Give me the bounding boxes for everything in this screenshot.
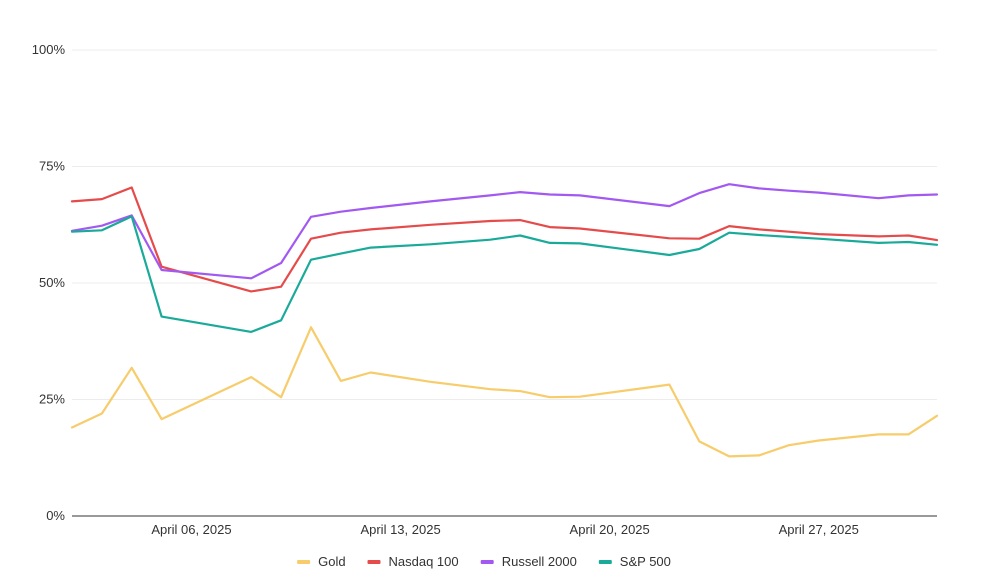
legend-swatch	[480, 560, 494, 564]
x-tick-label: April 06, 2025	[151, 522, 231, 537]
y-tick-label: 75%	[39, 159, 65, 174]
legend-label: Nasdaq 100	[389, 554, 459, 569]
series-line-nasdaq-100	[70, 186, 939, 293]
y-tick-label: 100%	[32, 42, 66, 57]
x-tick-label: April 20, 2025	[570, 522, 650, 537]
y-axis-tick-labels: 0% 25% 50% 75% 100%	[32, 42, 66, 523]
x-axis-tick-labels: April 06, 2025 April 13, 2025 April 20, 20…	[151, 522, 859, 537]
legend-item-gold[interactable]: Gold	[297, 554, 346, 569]
y-tick-label: 50%	[39, 275, 65, 290]
legend-item-nasdaq-100[interactable]: Nasdaq 100	[367, 554, 459, 569]
legend-label: Russell 2000	[502, 554, 577, 569]
legend-label: Gold	[318, 554, 345, 569]
series-line-s-p-500	[70, 215, 939, 333]
legend-item-russell-2000[interactable]: Russell 2000	[480, 554, 577, 569]
grid-lines	[72, 49, 937, 400]
y-tick-label: 25%	[39, 392, 65, 407]
y-tick-label: 0%	[46, 508, 65, 523]
series-line-gold	[70, 326, 939, 458]
legend-item-s-p-500[interactable]: S&P 500	[598, 554, 671, 569]
legend-label: S&P 500	[620, 554, 671, 569]
legend-swatch	[598, 560, 612, 564]
legend-swatch	[367, 560, 381, 564]
legend-swatch	[297, 560, 311, 564]
series-lines	[70, 183, 939, 458]
x-tick-label: April 13, 2025	[360, 522, 440, 537]
legend[interactable]: Gold Nasdaq 100 Russell 2000 S&P 500	[297, 554, 671, 569]
x-tick-label: April 27, 2025	[779, 522, 859, 537]
series-line-russell-2000	[70, 183, 939, 280]
